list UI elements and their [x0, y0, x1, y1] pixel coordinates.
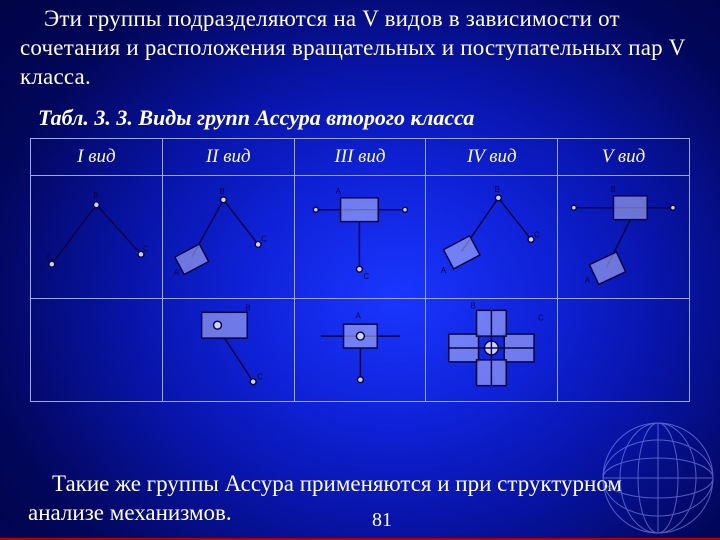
- svg-text:B: B: [93, 191, 98, 200]
- col-header-1: I вид: [31, 139, 163, 176]
- cell-r1c4: B C A: [426, 176, 558, 299]
- svg-text:C: C: [363, 272, 369, 281]
- diagram-icon: B C A: [164, 177, 293, 292]
- cell-r2c3: A: [294, 299, 426, 402]
- cell-r2c2: B C: [162, 299, 294, 402]
- table-row: B C A: [31, 299, 690, 402]
- svg-text:A: A: [585, 276, 591, 285]
- table-caption: Табл. 3. 3. Виды групп Ассура второго кл…: [38, 105, 690, 131]
- intro-paragraph: Эти группы подразделяются на V видов в з…: [20, 5, 695, 91]
- svg-text:A: A: [441, 266, 447, 275]
- svg-text:A: A: [355, 311, 361, 320]
- globe-icon: [598, 418, 718, 538]
- svg-text:A: A: [46, 252, 52, 261]
- table-row: A B C B C A: [31, 176, 690, 299]
- svg-text:B: B: [245, 303, 250, 312]
- col-header-2: II вид: [162, 139, 294, 176]
- svg-text:A: A: [335, 187, 341, 196]
- svg-text:C: C: [261, 234, 267, 243]
- cell-r1c3: A C: [294, 176, 426, 299]
- cell-r2c4: B C: [426, 299, 558, 402]
- diagram-icon: B C A: [427, 177, 556, 292]
- col-header-5: V вид: [558, 139, 690, 176]
- cell-r2c1: [31, 299, 163, 402]
- svg-text:A: A: [174, 268, 180, 277]
- diagram-icon: A: [296, 300, 425, 395]
- svg-text:B: B: [611, 185, 616, 194]
- svg-text:C: C: [538, 313, 544, 322]
- diagram-icon: A C: [296, 177, 425, 292]
- diagram-icon: B C: [427, 300, 556, 395]
- page-number: 81: [372, 509, 392, 532]
- assur-table: I вид II вид III вид IV вид V вид A B C: [30, 138, 690, 402]
- svg-text:C: C: [257, 373, 263, 382]
- col-header-3: III вид: [294, 139, 426, 176]
- diagram-icon: B C: [164, 300, 293, 395]
- svg-text:C: C: [143, 244, 149, 253]
- slide: Эти группы подразделяются на V видов в з…: [0, 0, 720, 540]
- table-header-row: I вид II вид III вид IV вид V вид: [31, 139, 690, 176]
- diagram-icon: B A: [559, 177, 688, 292]
- diagram-icon: A B C: [32, 177, 161, 292]
- closing-paragraph: Такие же группы Ассура применяются и при…: [28, 470, 690, 528]
- svg-text:B: B: [219, 187, 224, 196]
- cell-r1c2: B C A: [162, 176, 294, 299]
- svg-text:C: C: [534, 230, 540, 239]
- cell-r1c1: A B C: [31, 176, 163, 299]
- svg-text:B: B: [471, 301, 476, 310]
- svg-text:B: B: [495, 185, 500, 194]
- cell-r2c5: [558, 299, 690, 402]
- cell-r1c5: B A: [558, 176, 690, 299]
- col-header-4: IV вид: [426, 139, 558, 176]
